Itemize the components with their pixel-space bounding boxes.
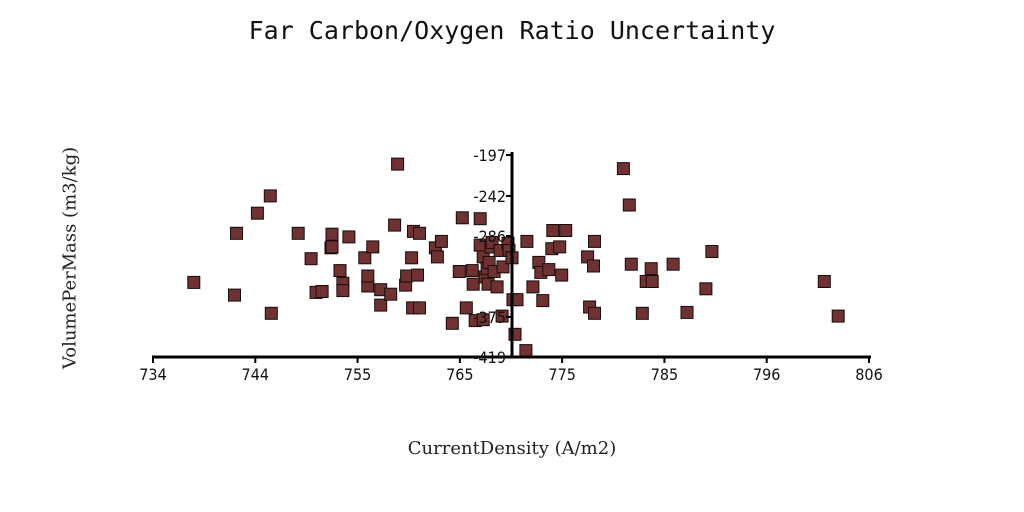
chart-title: Far Carbon/Oxygen Ratio Uncertainty (248, 16, 776, 45)
y-tick-label: -419 (473, 348, 506, 367)
x-tick-label: 744 (242, 365, 269, 384)
data-point (361, 269, 375, 283)
data-point (452, 265, 466, 278)
data-point (559, 224, 573, 237)
data-point (831, 309, 845, 323)
x-tick-label: 734 (139, 365, 166, 384)
data-point (459, 301, 473, 315)
x-tick-label: 775 (548, 365, 575, 384)
x-tick-label: 796 (753, 365, 780, 384)
data-point (384, 287, 398, 301)
data-point (680, 305, 694, 319)
data-point (645, 275, 659, 288)
data-point (405, 251, 419, 265)
data-point (315, 285, 329, 298)
data-point (587, 259, 600, 273)
x-axis-label: CurrentDensity (A/m2) (407, 438, 617, 459)
data-point (699, 282, 713, 296)
points-layer (187, 157, 845, 358)
data-point (366, 240, 380, 254)
x-tick-label: 765 (446, 365, 473, 384)
data-point (588, 234, 601, 248)
data-point (263, 189, 277, 203)
data-point (526, 280, 540, 294)
data-point (411, 268, 424, 282)
data-point (391, 157, 405, 171)
data-point (624, 257, 638, 271)
data-point (644, 262, 658, 276)
data-point (400, 269, 414, 283)
y-tick-label: -286 (473, 227, 506, 246)
data-point (434, 234, 448, 248)
data-point (228, 288, 241, 302)
data-point (519, 344, 533, 358)
x-ticks-layer: 734 744 755 765 775 785 796 806 (139, 357, 883, 384)
data-point (666, 257, 680, 271)
data-point (250, 206, 264, 220)
data-point (536, 294, 550, 308)
data-point (490, 280, 504, 294)
data-point (264, 306, 278, 320)
data-point (325, 227, 339, 241)
data-point (622, 198, 636, 212)
y-tick-label: -242 (473, 187, 506, 206)
data-point (430, 250, 444, 264)
data-point (342, 230, 356, 244)
x-tick-label: 785 (651, 365, 678, 384)
data-point (542, 263, 556, 277)
data-point (473, 212, 487, 226)
y-ticks-layer: -197 -242 -286 -375 -419 (473, 146, 512, 367)
data-point (291, 226, 305, 240)
data-point (705, 245, 719, 258)
data-point (555, 268, 569, 282)
y-tick-label: -197 (473, 146, 506, 165)
data-point (546, 224, 560, 237)
data-point (465, 264, 479, 278)
data-point (333, 264, 347, 278)
data-point (187, 275, 201, 289)
data-point (455, 211, 469, 225)
data-point (336, 284, 350, 298)
data-point (413, 301, 426, 315)
data-point (388, 218, 402, 232)
data-point (520, 234, 534, 248)
data-point (588, 306, 601, 320)
y-tick-label: -375 (473, 308, 506, 327)
data-point (635, 306, 649, 320)
data-point (616, 162, 630, 176)
x-tick-label: 755 (344, 365, 371, 384)
x-tick-label: 806 (855, 365, 882, 384)
data-point (817, 275, 831, 288)
axes-layer (152, 152, 871, 359)
data-point (476, 313, 490, 327)
data-point (374, 298, 388, 312)
data-point (358, 251, 372, 265)
data-point (553, 240, 567, 254)
data-point (466, 277, 480, 291)
data-point (413, 226, 426, 240)
data-point (230, 226, 243, 240)
data-point (325, 240, 339, 254)
data-point (304, 252, 318, 266)
data-point (445, 316, 459, 330)
